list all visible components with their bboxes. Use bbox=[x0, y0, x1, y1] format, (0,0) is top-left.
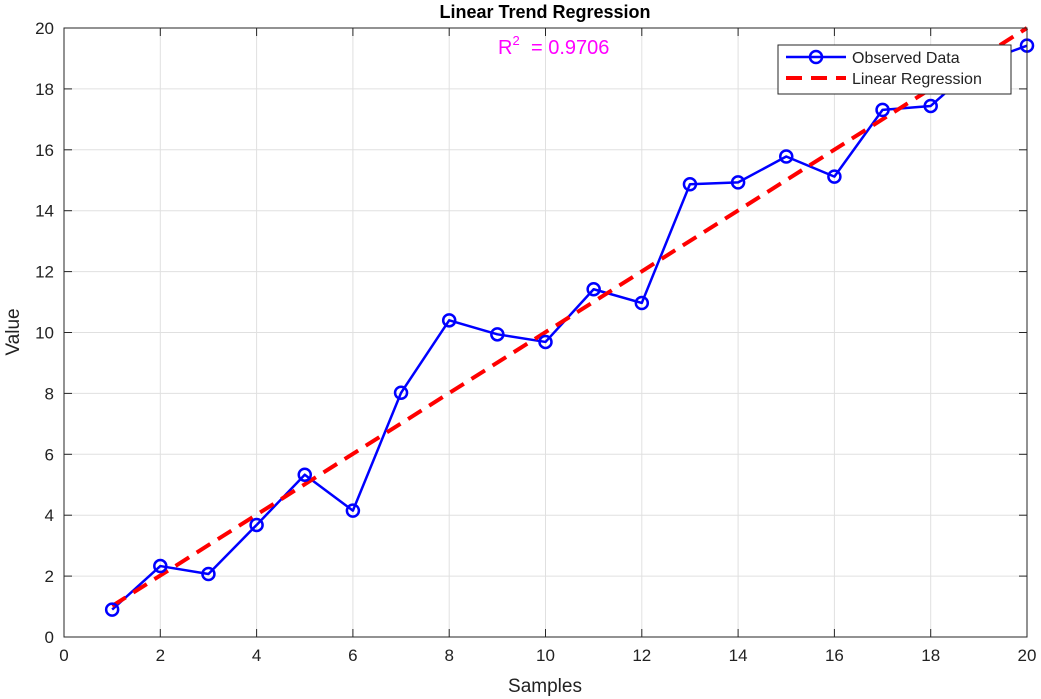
observed-data-point bbox=[393, 385, 409, 401]
y-tick-label: 8 bbox=[45, 384, 54, 403]
x-tick-label: 18 bbox=[921, 646, 940, 665]
r-squared-annotation: R2 = 0.9706 bbox=[498, 33, 609, 59]
observed-data-point bbox=[730, 175, 746, 190]
legend-box bbox=[777, 44, 1012, 95]
x-tick-label: 14 bbox=[729, 646, 748, 665]
y-tick-label: 0 bbox=[45, 628, 54, 647]
observed-data-point bbox=[249, 517, 264, 533]
legend-label-observed: Observed Data bbox=[852, 50, 960, 67]
observed-data-point bbox=[538, 334, 553, 350]
y-tick-label: 14 bbox=[35, 202, 54, 221]
legend-label-regression: Linear Regression bbox=[852, 71, 982, 88]
observed-data-point bbox=[586, 282, 601, 297]
x-tick-label: 4 bbox=[252, 646, 261, 665]
y-tick-label: 20 bbox=[35, 19, 54, 38]
observed-data-point bbox=[779, 149, 794, 164]
y-tick-label: 18 bbox=[35, 80, 54, 99]
y-tick-label: 4 bbox=[45, 506, 54, 525]
x-tick-label: 8 bbox=[444, 646, 453, 665]
r-squared-value: = 0.9706 bbox=[531, 37, 609, 59]
x-tick-label: 6 bbox=[348, 646, 357, 665]
observed-data-point bbox=[827, 169, 842, 184]
observed-data-point bbox=[682, 176, 698, 192]
observed-data-point bbox=[875, 102, 890, 118]
y-tick-label: 10 bbox=[35, 324, 54, 343]
y-axis-label: Value bbox=[3, 308, 24, 355]
observed-data-point bbox=[490, 327, 505, 342]
y-tick-label: 6 bbox=[45, 445, 54, 464]
legend-swatch-observed-marker bbox=[808, 49, 824, 65]
legend: Observed Data Linear Regression bbox=[777, 44, 1012, 95]
observed-data-line bbox=[111, 44, 1028, 611]
observed-data-point bbox=[634, 295, 650, 311]
y-tick-label: 2 bbox=[45, 567, 54, 586]
observed-data-point bbox=[345, 503, 361, 518]
x-tick-label: 16 bbox=[825, 646, 844, 665]
y-tick-label: 16 bbox=[35, 141, 54, 160]
r-squared-exponent: 2 bbox=[512, 33, 519, 48]
observed-data-point bbox=[201, 566, 216, 582]
x-tick-label: 10 bbox=[536, 646, 555, 665]
observed-data-point bbox=[297, 467, 312, 482]
x-tick-label: 12 bbox=[632, 646, 651, 665]
chart-title: Linear Trend Regression bbox=[439, 2, 650, 22]
regression-line bbox=[111, 26, 1029, 608]
axis-ticks: 0 2 4 6 8 10 12 14 16 18 20 0 2 4 6 8 10 12 14 16 18 20 bbox=[35, 19, 1036, 665]
observed-data-point bbox=[153, 558, 168, 574]
x-tick-label: 2 bbox=[156, 646, 165, 665]
observed-data-point bbox=[441, 313, 457, 328]
x-tick-label: 0 bbox=[59, 646, 68, 665]
observed-data-point bbox=[923, 98, 938, 114]
observed-data-point bbox=[104, 602, 120, 617]
y-tick-label: 12 bbox=[35, 263, 54, 282]
x-axis-label: Samples bbox=[508, 676, 582, 697]
series-layer bbox=[104, 26, 1035, 617]
x-tick-label: 20 bbox=[1018, 646, 1037, 665]
r-squared-base: R bbox=[498, 37, 512, 59]
